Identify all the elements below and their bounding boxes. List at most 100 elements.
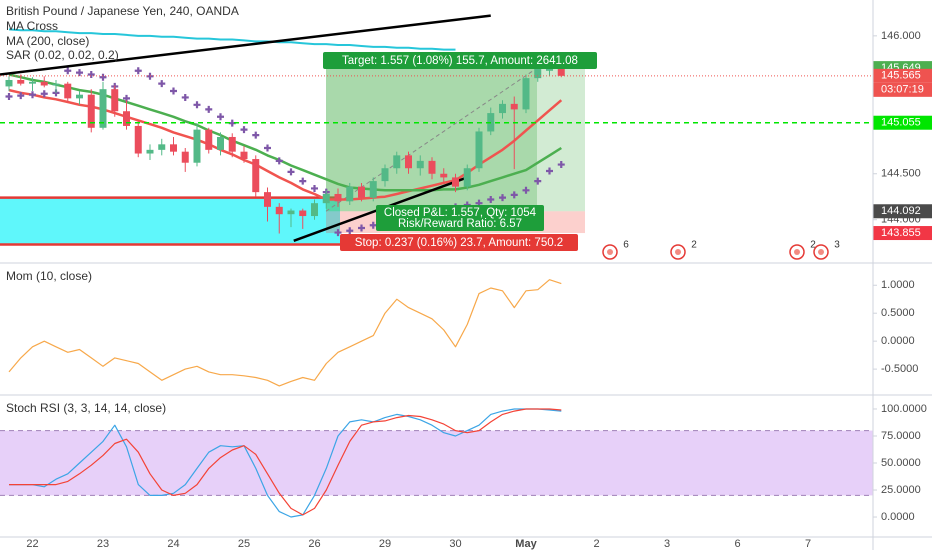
y-tick-label: 75.0000 bbox=[881, 430, 921, 442]
trend-line bbox=[0, 14, 491, 76]
pnl-label: Closed P&L: 1.557, Qty: 1054 bbox=[384, 207, 537, 219]
x-tick-label: 2 bbox=[593, 538, 599, 550]
price-label-box bbox=[873, 204, 932, 219]
x-tick-label: 29 bbox=[379, 538, 391, 550]
sar-point bbox=[346, 227, 354, 235]
candle-body bbox=[5, 79, 13, 87]
candle-body bbox=[428, 160, 436, 174]
sar-point bbox=[487, 195, 495, 203]
y-tick-label: 144.500 bbox=[881, 168, 921, 180]
candle-body bbox=[510, 103, 518, 110]
sar-point bbox=[252, 131, 260, 139]
candle-body bbox=[99, 89, 107, 128]
event-icon-inner bbox=[818, 249, 824, 255]
indicator-line bbox=[9, 408, 562, 518]
sar-point bbox=[99, 73, 107, 81]
candle-body bbox=[369, 181, 377, 198]
x-tick-label: 24 bbox=[167, 538, 179, 550]
sar-point bbox=[17, 92, 25, 100]
candle-body bbox=[87, 94, 95, 128]
candle-body bbox=[475, 131, 483, 169]
sar-point bbox=[287, 168, 295, 176]
sar-point bbox=[5, 93, 13, 101]
sar-point bbox=[181, 93, 189, 101]
y-tick-label: 146.000 bbox=[881, 30, 921, 42]
candle-body bbox=[111, 89, 119, 112]
support-zone bbox=[0, 197, 340, 245]
candle-body bbox=[358, 186, 365, 198]
sar-point bbox=[510, 191, 518, 199]
sar-point bbox=[29, 91, 36, 99]
countdown: 03:07:19 bbox=[881, 84, 924, 96]
chart-title: British Pound / Japanese Yen, 240, OANDA bbox=[6, 4, 239, 18]
candle-body bbox=[299, 210, 307, 217]
candle-body bbox=[146, 149, 154, 154]
sar-point bbox=[40, 90, 48, 98]
candle-body bbox=[170, 144, 177, 152]
target-label-box bbox=[323, 52, 597, 69]
x-tick-label: 22 bbox=[26, 538, 38, 550]
event-count: 6 bbox=[623, 240, 629, 251]
candle-body bbox=[29, 81, 36, 84]
candle-body bbox=[381, 168, 389, 182]
candle-body bbox=[287, 210, 295, 215]
sar-point bbox=[299, 177, 307, 185]
y-tick-label: 100.0000 bbox=[881, 403, 927, 415]
sar-point bbox=[358, 224, 365, 232]
sar-point bbox=[264, 144, 271, 152]
candle-body bbox=[205, 129, 213, 150]
countdown-box bbox=[873, 82, 932, 97]
candle-body bbox=[463, 168, 471, 187]
sar-point bbox=[64, 67, 72, 75]
stop-label: Stop: 0.237 (0.16%) 23.7, Amount: 750.2 bbox=[355, 237, 563, 249]
x-tick-label: 6 bbox=[734, 538, 740, 550]
pane-title: Mom (10, close) bbox=[6, 269, 92, 283]
band-fill bbox=[0, 430, 873, 496]
moving-average bbox=[8, 28, 456, 51]
event-icon-inner bbox=[794, 249, 800, 255]
candle-body bbox=[416, 160, 424, 169]
candle-body bbox=[181, 151, 189, 163]
x-tick-label: 26 bbox=[308, 538, 320, 550]
plots: 144.000144.500146.0001.00000.50000.0000-… bbox=[0, 14, 932, 550]
sar-point bbox=[369, 221, 377, 229]
sar-point bbox=[158, 80, 166, 88]
candle-body bbox=[405, 155, 412, 169]
candle-body bbox=[134, 125, 142, 154]
candle-body bbox=[217, 136, 224, 150]
candle-body bbox=[311, 203, 318, 217]
candle-body bbox=[557, 67, 565, 76]
event-icon-inner bbox=[607, 249, 613, 255]
candle-body bbox=[228, 136, 236, 152]
candle-body bbox=[40, 81, 48, 86]
y-tick-label: 25.0000 bbox=[881, 484, 921, 496]
indicator-legend: SAR (0.02, 0.02, 0.2) bbox=[6, 48, 119, 62]
sar-point bbox=[76, 69, 83, 77]
stop-label-box bbox=[340, 234, 578, 251]
sar-point bbox=[334, 229, 342, 237]
sar-point bbox=[534, 177, 542, 185]
candle-body bbox=[123, 111, 130, 126]
sar-point bbox=[499, 194, 506, 202]
event-count: 3 bbox=[834, 240, 840, 251]
price-label: 145.565 bbox=[881, 70, 921, 82]
event-count: 2 bbox=[691, 240, 697, 251]
sar-point bbox=[311, 184, 318, 192]
x-tick-label: 23 bbox=[97, 538, 109, 550]
x-tick-label: 25 bbox=[238, 538, 250, 550]
y-tick-label: 0.0000 bbox=[881, 511, 915, 523]
candle-body bbox=[17, 79, 25, 84]
y-tick-label: -0.5000 bbox=[881, 363, 918, 375]
rr-label: Risk/Reward Ratio: 6.57 bbox=[398, 218, 522, 230]
price-label-box bbox=[873, 226, 932, 241]
price-label: 145.055 bbox=[881, 117, 921, 129]
candle-body bbox=[322, 193, 330, 204]
candle-body bbox=[346, 186, 354, 202]
sar-point bbox=[546, 167, 553, 175]
candle-body bbox=[52, 83, 60, 86]
indicator-line bbox=[8, 279, 562, 387]
price-label: 143.855 bbox=[881, 227, 921, 239]
candle-body bbox=[193, 129, 201, 163]
sar-point bbox=[170, 87, 177, 95]
